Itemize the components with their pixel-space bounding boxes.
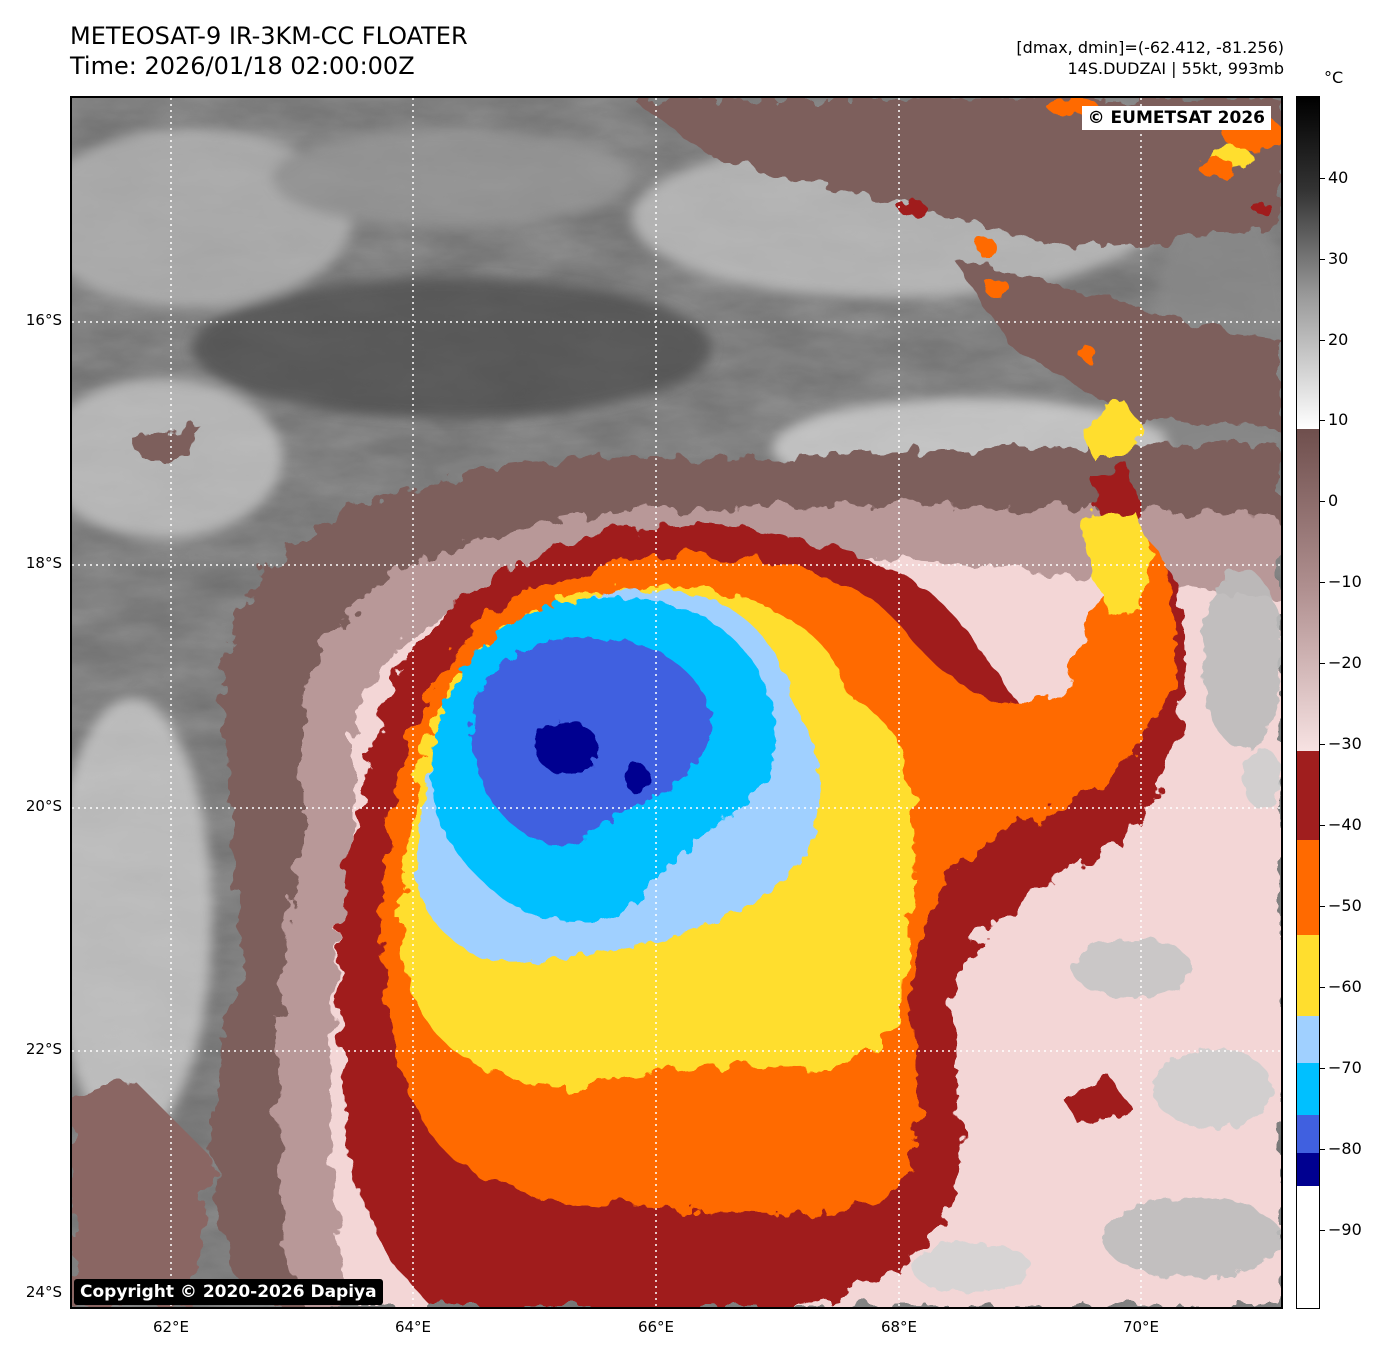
colorbar-tick xyxy=(1320,582,1325,583)
colorbar-label: −10 xyxy=(1328,572,1362,591)
colorbar-tick xyxy=(1320,259,1325,260)
lat-label-20s: 20°S xyxy=(25,797,62,815)
colorbar-tick xyxy=(1320,501,1325,502)
embedded-gray-patches xyxy=(912,568,1281,1293)
colorbar-label: −30 xyxy=(1328,734,1362,753)
colorbar-label: −20 xyxy=(1328,653,1362,672)
colorbar-label: 20 xyxy=(1328,330,1349,349)
colorbar-tick xyxy=(1320,663,1325,664)
dapiya-copyright: Copyright © 2020-2026 Dapiya xyxy=(74,1279,383,1305)
colorbar-label: 0 xyxy=(1328,491,1339,510)
eumetsat-credit: © EUMETSAT 2026 xyxy=(1081,106,1271,130)
colorbar-label: −90 xyxy=(1328,1220,1362,1239)
colorbar-label: 40 xyxy=(1328,168,1349,187)
lon-label-70e: 70°E xyxy=(1122,1318,1160,1336)
lon-label-62e: 62°E xyxy=(152,1318,190,1336)
map-time: Time: 2026/01/18 02:00:00Z xyxy=(70,52,415,80)
lat-label-16s: 16°S xyxy=(25,311,62,329)
colorbar-tick xyxy=(1320,178,1325,179)
colorbar-tick xyxy=(1320,1230,1325,1231)
colorbar-tick xyxy=(1320,744,1325,745)
colorbar-tick xyxy=(1320,987,1325,988)
lon-label-68e: 68°E xyxy=(880,1318,918,1336)
colorbar-label: 30 xyxy=(1328,249,1349,268)
storm-info: 14S.DUDZAI | 55kt, 993mb xyxy=(1067,59,1285,78)
colorbar-tick xyxy=(1320,340,1325,341)
cloud-top-navy-core xyxy=(535,722,649,793)
colorbar-tick xyxy=(1320,906,1325,907)
colorbar-label: −40 xyxy=(1328,815,1362,834)
map-title: METEOSAT-9 IR-3KM-CC FLOATER xyxy=(70,22,468,50)
temperature-range: [dmax, dmin]=(-62.412, -81.256) xyxy=(1016,38,1284,57)
colorbar-tick xyxy=(1320,1068,1325,1069)
colorbar-tick xyxy=(1320,420,1325,421)
colorbar-unit: °C xyxy=(1324,68,1344,87)
colorbar-label: −60 xyxy=(1328,977,1362,996)
lat-label-24s: 24°S xyxy=(25,1283,62,1301)
lat-label-18s: 18°S xyxy=(25,554,62,572)
colorbar-tick xyxy=(1320,825,1325,826)
ir-imagery xyxy=(72,98,1281,1307)
colorbar-tick xyxy=(1320,1149,1325,1150)
colorbar-label: 10 xyxy=(1328,410,1349,429)
colorbar-label: −50 xyxy=(1328,896,1362,915)
colorbar-label: −80 xyxy=(1328,1139,1362,1158)
lon-label-66e: 66°E xyxy=(637,1318,675,1336)
colorbar-label: −70 xyxy=(1328,1058,1362,1077)
temperature-colorbar xyxy=(1296,96,1320,1309)
satellite-map: © EUMETSAT 2026 Copyright © 2020-2026 Da… xyxy=(70,96,1283,1309)
brown-cloud-patches xyxy=(72,98,1281,1307)
lon-label-64e: 64°E xyxy=(394,1318,432,1336)
lat-label-22s: 22°S xyxy=(25,1040,62,1058)
